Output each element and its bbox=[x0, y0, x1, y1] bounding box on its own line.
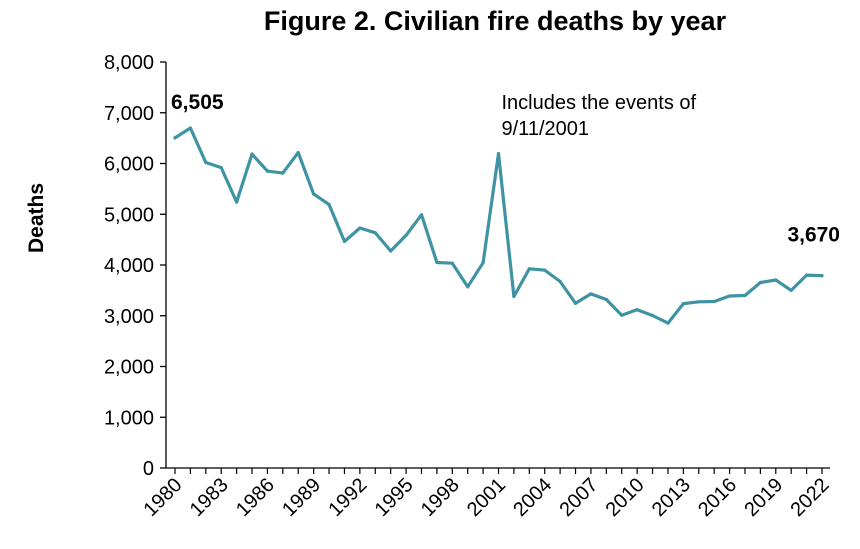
data-point bbox=[265, 169, 270, 173]
y-tick-label: 8,000 bbox=[104, 52, 154, 74]
x-tick-label: 2019 bbox=[740, 474, 787, 521]
data-point bbox=[820, 274, 824, 278]
data-point bbox=[558, 279, 562, 284]
x-tick-label: 1998 bbox=[417, 474, 464, 521]
data-point bbox=[666, 321, 670, 325]
x-tick-label: 2007 bbox=[555, 474, 602, 521]
data-point bbox=[342, 239, 347, 244]
series-line bbox=[173, 126, 824, 325]
x-tick-label: 1995 bbox=[371, 474, 418, 521]
data-point bbox=[512, 294, 516, 299]
data-point bbox=[635, 308, 639, 312]
y-tick-label: 1,000 bbox=[104, 407, 154, 429]
data-point bbox=[712, 299, 716, 304]
data-point bbox=[697, 300, 701, 304]
x-tick-label: 2001 bbox=[463, 474, 510, 521]
data-point bbox=[543, 268, 547, 272]
x-tick-label: 1989 bbox=[278, 474, 325, 521]
data-point bbox=[496, 152, 501, 156]
y-tick-label: 4,000 bbox=[104, 255, 154, 277]
x-tick-label: 1983 bbox=[186, 474, 233, 521]
data-point bbox=[527, 267, 531, 271]
annotation-line: Includes the events of bbox=[502, 92, 697, 114]
data-point bbox=[404, 233, 408, 237]
y-tick-label: 3,000 bbox=[104, 306, 154, 328]
data-point bbox=[235, 200, 239, 204]
data-point bbox=[450, 261, 454, 265]
data-point bbox=[281, 171, 285, 175]
data-point bbox=[435, 260, 439, 265]
data-point bbox=[758, 280, 762, 285]
data-point bbox=[466, 285, 470, 289]
y-axis-label: Deaths bbox=[25, 183, 48, 253]
data-point bbox=[789, 288, 793, 292]
x-tick-label: 1980 bbox=[140, 474, 187, 521]
x-tick-label: 2016 bbox=[694, 474, 741, 521]
x-tick-label: 2022 bbox=[787, 474, 834, 521]
y-tick-label: 5,000 bbox=[104, 204, 154, 226]
data-point bbox=[188, 126, 193, 130]
data-point bbox=[358, 226, 362, 230]
data-point bbox=[373, 231, 377, 235]
x-tick-label: 2013 bbox=[648, 474, 695, 521]
data-point bbox=[573, 301, 578, 305]
x-tick-label: 1992 bbox=[324, 474, 371, 521]
y-tick-label: 0 bbox=[143, 458, 154, 480]
data-point bbox=[620, 313, 624, 317]
data-label: 3,670 bbox=[787, 224, 840, 247]
data-point bbox=[481, 261, 485, 265]
x-tick-label: 1986 bbox=[232, 474, 279, 521]
x-tick-labels: 1980 1983 1986 1989 1992 1995 1998 2001 2004 2007… bbox=[140, 474, 834, 521]
data-point bbox=[296, 150, 300, 155]
data-point bbox=[650, 313, 655, 318]
data-point bbox=[681, 301, 685, 306]
annotation-text: Includes the events of 9/11/2001 bbox=[502, 92, 697, 140]
data-point bbox=[219, 165, 223, 170]
y-tick-label: 6,000 bbox=[104, 154, 154, 176]
y-tick-label: 2,000 bbox=[104, 357, 154, 379]
data-point bbox=[419, 213, 424, 217]
data-point bbox=[327, 202, 331, 206]
data-point bbox=[743, 293, 747, 298]
x-tick-label: 2010 bbox=[602, 474, 649, 521]
axes bbox=[160, 61, 830, 474]
data-point bbox=[774, 278, 778, 282]
data-point bbox=[604, 297, 608, 302]
data-point bbox=[389, 249, 393, 253]
data-points bbox=[173, 126, 824, 325]
chart-title: Figure 2. Civilian fire deaths by year bbox=[263, 6, 727, 36]
data-point bbox=[204, 160, 208, 165]
data-labels: 6,505 3,670 bbox=[171, 91, 840, 247]
data-label: 6,505 bbox=[171, 91, 224, 114]
data-point bbox=[804, 273, 809, 277]
data-point bbox=[173, 136, 177, 140]
data-point bbox=[589, 292, 593, 296]
data-point bbox=[312, 192, 316, 196]
data-point bbox=[250, 152, 254, 156]
y-tick-label: 7,000 bbox=[104, 103, 154, 125]
data-point bbox=[727, 294, 732, 298]
x-tick-label: 2004 bbox=[509, 474, 556, 521]
y-tick-labels: 0 1,000 2,000 3,000 4,000 5,000 6,000 7,000 8,00… bbox=[104, 52, 154, 480]
annotation-line: 9/11/2001 bbox=[502, 118, 590, 140]
